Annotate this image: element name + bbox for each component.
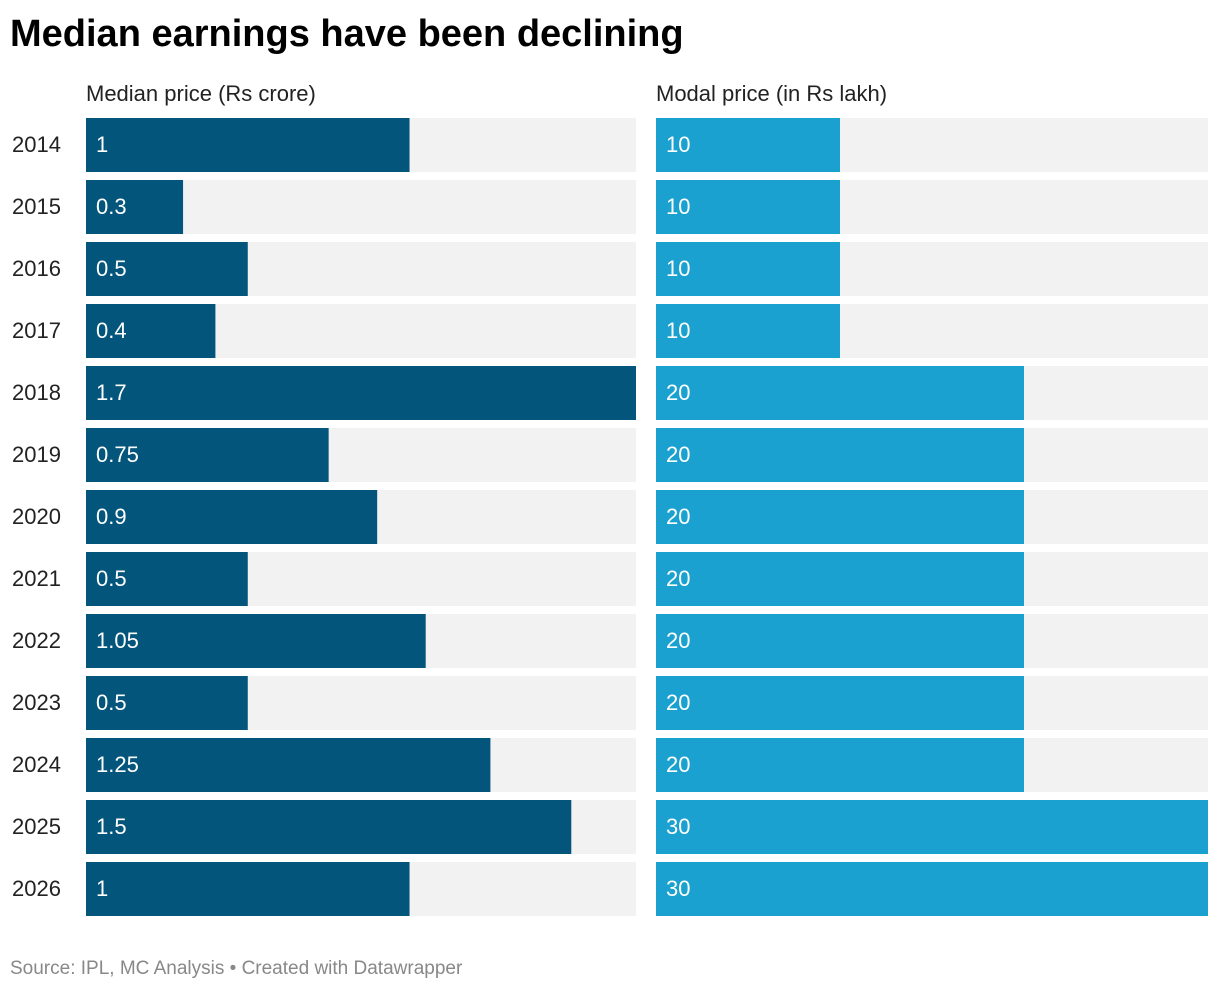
value-label: 0.4 — [96, 318, 127, 343]
panel-title: Median price (Rs crore) — [86, 81, 316, 106]
bar — [656, 118, 840, 172]
bar — [86, 490, 378, 544]
bar — [656, 738, 1024, 792]
bar — [86, 180, 184, 234]
value-label: 1 — [96, 132, 108, 157]
bar — [86, 676, 248, 730]
bar — [656, 180, 840, 234]
value-label: 20 — [666, 628, 690, 653]
bar — [86, 118, 410, 172]
bar — [656, 490, 1024, 544]
y-tick-label: 2017 — [12, 318, 61, 343]
bar — [86, 304, 216, 358]
source: Source: IPL, MC Analysis • Created with … — [10, 958, 463, 979]
bar — [86, 242, 248, 296]
y-tick-label: 2019 — [12, 442, 61, 467]
y-tick-label: 2016 — [12, 256, 61, 281]
value-label: 20 — [666, 380, 690, 405]
y-tick-label: 2024 — [12, 752, 61, 777]
value-label: 0.3 — [96, 194, 127, 219]
bar — [656, 242, 840, 296]
bar — [86, 366, 636, 420]
value-label: 20 — [666, 504, 690, 529]
value-label: 1.7 — [96, 380, 127, 405]
bar — [656, 552, 1024, 606]
bar — [656, 862, 1208, 916]
value-label: 0.5 — [96, 690, 127, 715]
chart-title: Median earnings have been declining — [10, 13, 684, 55]
value-label: 30 — [666, 814, 690, 839]
bar — [86, 614, 426, 668]
value-label: 1.25 — [96, 752, 139, 777]
value-label: 10 — [666, 132, 690, 157]
bar — [86, 552, 248, 606]
bar — [656, 800, 1208, 854]
bar — [86, 738, 491, 792]
value-label: 0.5 — [96, 256, 127, 281]
y-tick-label: 2015 — [12, 194, 61, 219]
value-label: 10 — [666, 194, 690, 219]
y-tick-label: 2021 — [12, 566, 61, 591]
y-tick-label: 2020 — [12, 504, 61, 529]
value-label: 1 — [96, 876, 108, 901]
bar — [656, 366, 1024, 420]
value-label: 10 — [666, 318, 690, 343]
panel-title: Modal price (in Rs lakh) — [656, 81, 887, 106]
value-label: 0.9 — [96, 504, 127, 529]
value-label: 30 — [666, 876, 690, 901]
y-tick-label: 2025 — [12, 814, 61, 839]
value-label: 20 — [666, 442, 690, 467]
value-label: 20 — [666, 690, 690, 715]
bar — [86, 428, 329, 482]
y-tick-label: 2018 — [12, 380, 61, 405]
value-label: 1.5 — [96, 814, 127, 839]
value-label: 10 — [666, 256, 690, 281]
value-label: 0.5 — [96, 566, 127, 591]
bar — [656, 676, 1024, 730]
value-label: 0.75 — [96, 442, 139, 467]
value-label: 1.05 — [96, 628, 139, 653]
y-tick-label: 2026 — [12, 876, 61, 901]
bar — [86, 800, 572, 854]
y-tick-label: 2014 — [12, 132, 61, 157]
bar — [656, 428, 1024, 482]
y-tick-label: 2023 — [12, 690, 61, 715]
bar — [656, 614, 1024, 668]
bar — [656, 304, 840, 358]
y-tick-label: 2022 — [12, 628, 61, 653]
value-label: 20 — [666, 752, 690, 777]
bar — [86, 862, 410, 916]
value-label: 20 — [666, 566, 690, 591]
